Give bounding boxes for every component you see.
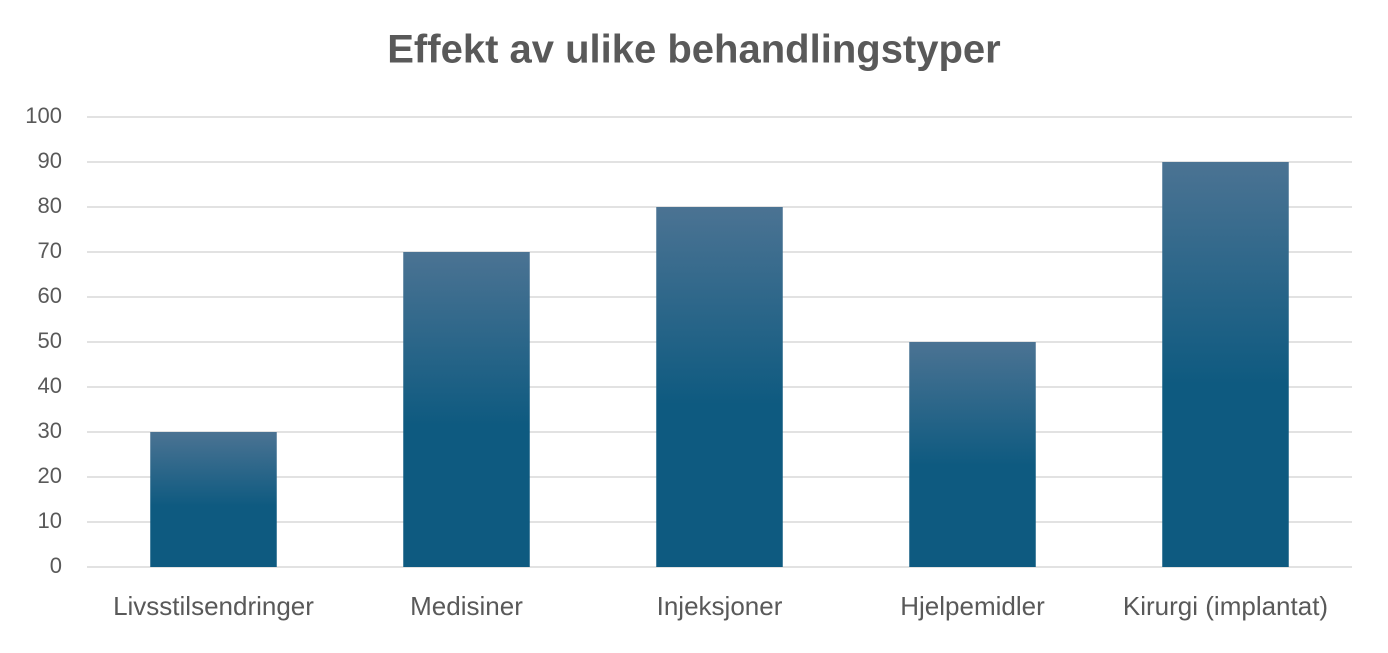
bar xyxy=(656,207,783,567)
y-tick-label: 10 xyxy=(38,508,62,533)
y-tick-label: 50 xyxy=(38,328,62,353)
bar xyxy=(150,432,277,567)
y-tick-label: 0 xyxy=(50,553,62,578)
y-tick-label: 20 xyxy=(38,463,62,488)
x-tick-label: Kirurgi (implantat) xyxy=(1123,591,1328,621)
x-tick-label: Medisiner xyxy=(410,591,523,621)
bar xyxy=(909,342,1036,567)
y-tick-label: 80 xyxy=(38,193,62,218)
x-tick-label: Hjelpemidler xyxy=(900,591,1045,621)
chart-title: Effekt av ulike behandlingstyper xyxy=(387,28,1001,72)
y-tick-label: 40 xyxy=(38,373,62,398)
y-tick-label: 70 xyxy=(38,238,62,263)
y-tick-label: 30 xyxy=(38,418,62,443)
y-tick-label: 60 xyxy=(38,283,62,308)
y-tick-label: 100 xyxy=(25,103,62,128)
x-tick-label: Livsstilsendringer xyxy=(113,591,314,621)
bar xyxy=(403,252,530,567)
x-tick-label: Injeksjoner xyxy=(657,591,783,621)
y-tick-label: 90 xyxy=(38,148,62,173)
bar xyxy=(1162,162,1289,567)
